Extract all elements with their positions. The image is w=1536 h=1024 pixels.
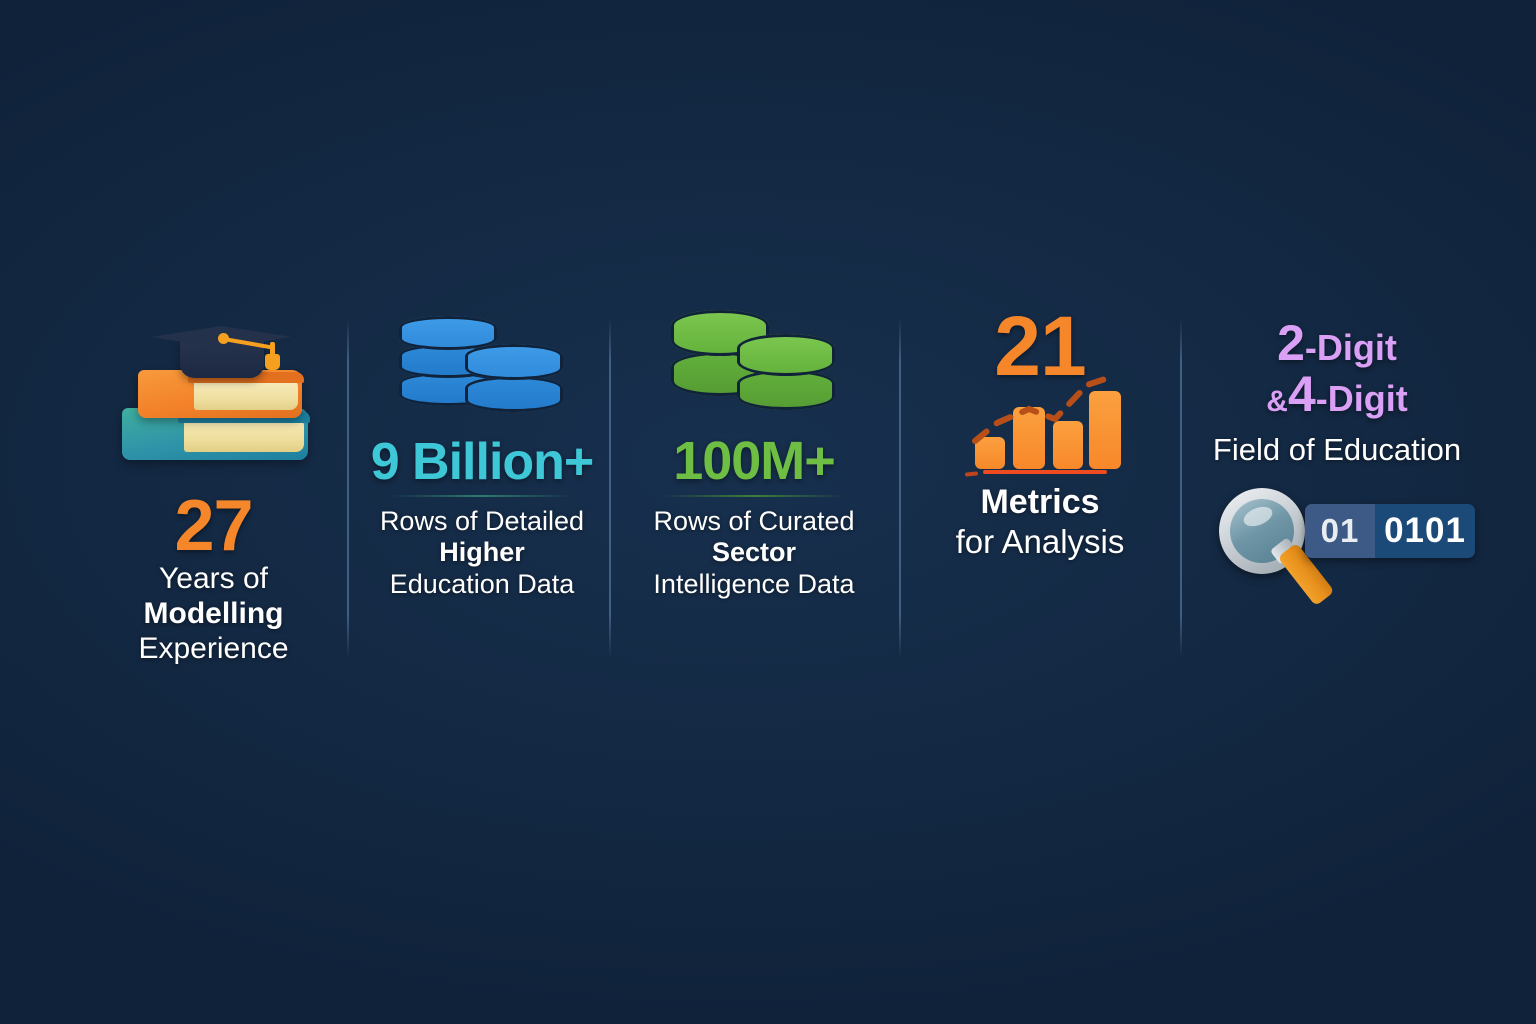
- chart-baseline: [983, 470, 1107, 475]
- stat-value-metrics: 21: [994, 299, 1086, 393]
- stat-panel-sector-intelligence-data: 100M+ Rows of Curated Sector Intelligenc…: [636, 308, 872, 600]
- caption-line-1: Rows of Detailed: [379, 506, 585, 536]
- accent-rule: [661, 495, 847, 497]
- digit-heading-line-1: 2-Digit: [1277, 318, 1397, 369]
- caption-line-1: Metrics: [980, 483, 1100, 522]
- code-segment-two-digit: 01: [1305, 503, 1375, 558]
- graduation-cap-icon: [151, 314, 292, 384]
- bar-1: [975, 437, 1005, 470]
- accent-rule: [389, 495, 575, 497]
- divider-2: [609, 320, 611, 656]
- divider-4: [1180, 320, 1182, 656]
- digit-number-4: 4: [1287, 366, 1316, 422]
- ascending-bar-chart-icon: [964, 376, 1121, 483]
- caption-line-1: Field of Education: [1212, 432, 1462, 467]
- blue-database-stack-icon: [397, 314, 567, 426]
- ampersand: &: [1266, 385, 1288, 418]
- lens-shine: [1240, 502, 1276, 530]
- caption-line-1: Rows of Curated: [653, 506, 855, 536]
- database-cylinder-front: [465, 336, 563, 416]
- bar-3: [1053, 421, 1083, 470]
- caption-line-2: Sector: [711, 537, 797, 568]
- chart-baseline-tick: [964, 471, 979, 477]
- caption-line-3: Intelligence Data: [653, 568, 855, 599]
- caption-line-2: for Analysis: [955, 522, 1125, 560]
- stat-value-rows: 9 Billion+: [370, 433, 595, 491]
- caption-line-2: Higher: [439, 537, 525, 568]
- bar-4: [1089, 391, 1121, 470]
- digit-number-2: 2: [1277, 315, 1305, 371]
- bar-2: [1013, 407, 1045, 470]
- stat-value-rows: 100M+: [673, 431, 836, 491]
- stat-panel-field-of-education: 2-Digit &4-Digit Field of Education 01 0…: [1192, 318, 1482, 607]
- caption-line-1: Years of: [159, 562, 268, 595]
- digit-suffix-2: -Digit: [1315, 378, 1408, 419]
- trend-line-icon: [972, 376, 1108, 445]
- divider-3: [899, 320, 901, 656]
- magnifying-glass-icon: [1219, 487, 1305, 574]
- stat-value-years: 27: [174, 486, 253, 566]
- stat-panel-books: 27 Years of Modelling Experience: [96, 312, 331, 666]
- graduation-cap-on-books-icon: [114, 312, 314, 472]
- magnifier-and-code-badge: 01 0101: [1213, 486, 1475, 607]
- caption-line-2: Modelling: [143, 596, 284, 630]
- code-segment-four-digit: 0101: [1375, 503, 1475, 558]
- database-cylinder-front: [737, 330, 835, 410]
- caption-line-3: Experience: [138, 631, 289, 665]
- caption-line-3: Education Data: [389, 568, 575, 599]
- divider-1: [347, 320, 349, 656]
- code-badge: 01 0101: [1305, 503, 1475, 558]
- digit-suffix-1: -Digit: [1304, 327, 1397, 368]
- stat-panel-metrics: 21 Metrics for Analysis: [920, 299, 1160, 561]
- digit-heading-line-2: &4-Digit: [1266, 369, 1407, 420]
- stat-panel-higher-education-data: 9 Billion+ Rows of Detailed Higher Educa…: [364, 314, 600, 600]
- green-database-stack-icon: [669, 308, 839, 420]
